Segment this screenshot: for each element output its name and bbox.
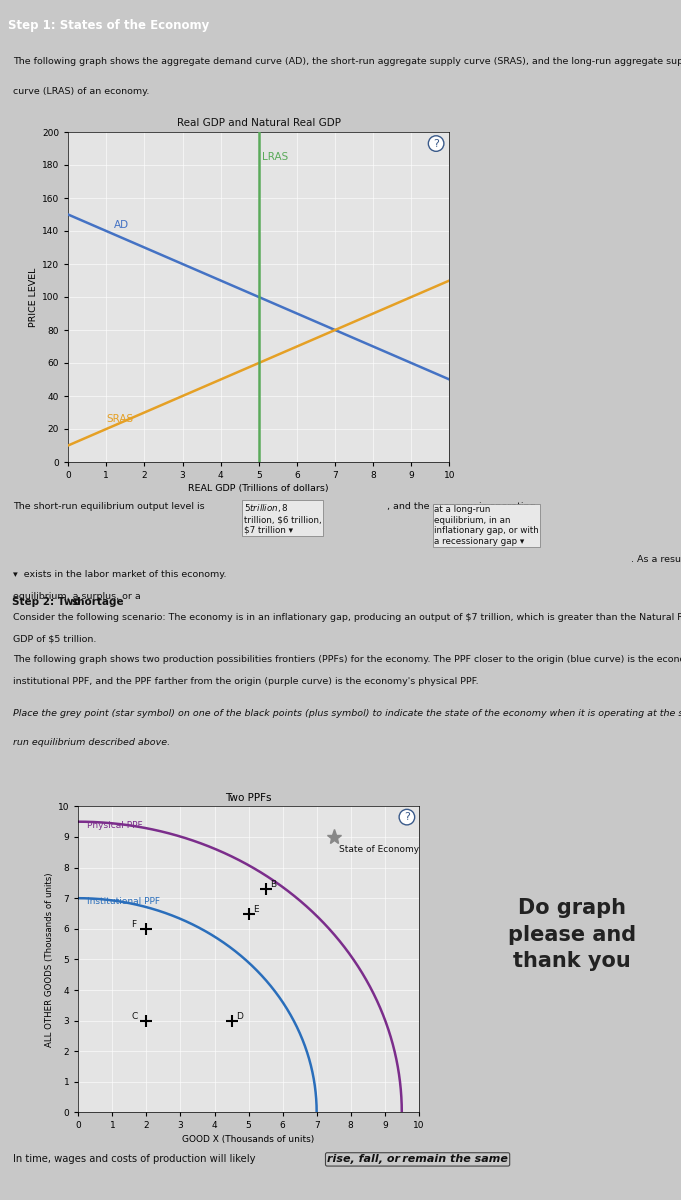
Text: E: E <box>253 905 258 914</box>
Text: equilibrium, a surplus, or a: equilibrium, a surplus, or a <box>14 592 141 601</box>
Text: The short-run equilibrium output level is: The short-run equilibrium output level i… <box>14 502 205 511</box>
Text: ?: ? <box>404 812 410 822</box>
Text: rise, fall, or remain the same: rise, fall, or remain the same <box>327 1154 508 1164</box>
Text: ?: ? <box>433 138 439 149</box>
Text: C: C <box>131 1012 138 1021</box>
Title: Real GDP and Natural Real GDP: Real GDP and Natural Real GDP <box>177 119 340 128</box>
Text: Physical PPF: Physical PPF <box>87 821 142 830</box>
Text: , and the economy is operating: , and the economy is operating <box>387 502 536 511</box>
Text: $5 trillion, $8
trillion, $6 trillion,
$7 trillion ▾: $5 trillion, $8 trillion, $6 trillion, $… <box>244 502 321 535</box>
Text: Consider the following scenario: The economy is in an inflationary gap, producin: Consider the following scenario: The eco… <box>14 613 681 622</box>
Text: F: F <box>131 920 136 929</box>
X-axis label: GOOD X (Thousands of units): GOOD X (Thousands of units) <box>183 1134 315 1144</box>
Text: LRAS: LRAS <box>262 152 288 162</box>
Text: run equilibrium described above.: run equilibrium described above. <box>14 738 171 746</box>
Text: Institutional PPF: Institutional PPF <box>87 898 160 906</box>
Y-axis label: PRICE LEVEL: PRICE LEVEL <box>29 268 37 326</box>
Text: . As a result,: . As a result, <box>631 556 681 564</box>
X-axis label: REAL GDP (Trillions of dollars): REAL GDP (Trillions of dollars) <box>189 484 329 493</box>
Text: GDP of $5 trillion.: GDP of $5 trillion. <box>14 635 97 643</box>
Text: shortage: shortage <box>71 598 124 607</box>
Y-axis label: ALL OTHER GOODS (Thousands of units): ALL OTHER GOODS (Thousands of units) <box>45 872 54 1046</box>
Text: State of Economy: State of Economy <box>339 845 419 854</box>
Text: institutional PPF, and the PPF farther from the origin (purple curve) is the eco: institutional PPF, and the PPF farther f… <box>14 677 479 685</box>
Text: B: B <box>270 881 276 889</box>
Text: D: D <box>236 1012 242 1021</box>
Text: at a long-run
equilibrium, in an
inflationary gap, or with
a recessionary gap ▾: at a long-run equilibrium, in an inflati… <box>434 505 539 546</box>
Text: Place the grey point (star symbol) on one of the black points (plus symbol) to i: Place the grey point (star symbol) on on… <box>14 709 681 718</box>
Text: In time, wages and costs of production will likely: In time, wages and costs of production w… <box>14 1154 262 1164</box>
Text: SRAS: SRAS <box>106 414 133 425</box>
Text: ▾  exists in the labor market of this economy.: ▾ exists in the labor market of this eco… <box>14 570 227 580</box>
Text: Step 1: States of the Economy: Step 1: States of the Economy <box>8 19 210 31</box>
Text: Step 2: Two: Step 2: Two <box>12 598 84 607</box>
Text: Do graph
please and
thank you: Do graph please and thank you <box>508 899 636 971</box>
Text: curve (LRAS) of an economy.: curve (LRAS) of an economy. <box>14 86 150 96</box>
Text: The following graph shows the aggregate demand curve (AD), the short-run aggrega: The following graph shows the aggregate … <box>14 56 681 66</box>
Title: Two PPFs: Two PPFs <box>225 793 272 803</box>
Text: AD: AD <box>114 220 129 229</box>
Text: The following graph shows two production possibilities frontiers (PPFs) for the : The following graph shows two production… <box>14 655 681 665</box>
